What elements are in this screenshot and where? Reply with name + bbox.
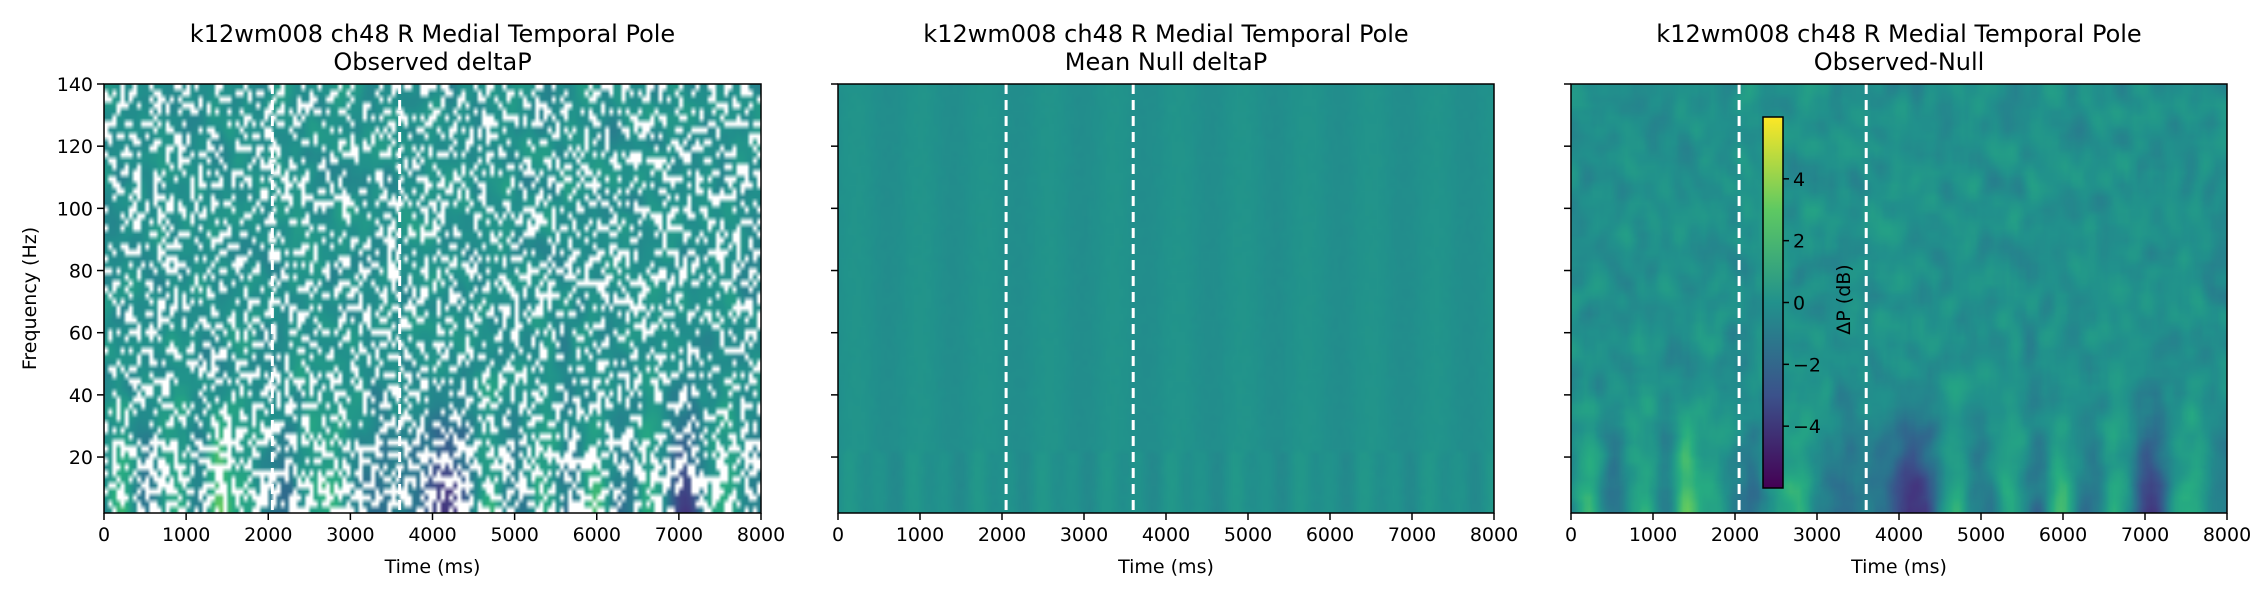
x-tick-label: 6000 (1306, 524, 1354, 546)
x-tick-label: 3000 (326, 524, 374, 546)
y-tick-label: 40 (69, 385, 93, 407)
y-tick-label: 100 (57, 198, 93, 220)
x-tick-label: 8000 (2203, 524, 2250, 546)
colorbar: 4 2 0 −2 −4 ΔP (dB) (1762, 116, 1855, 489)
x-axis-label: Time (ms) (1117, 556, 1214, 578)
colorbar-tick-label: −4 (1793, 416, 1821, 438)
x-axis: 0 1000 2000 3000 4000 5000 6000 7000 8000 (832, 513, 1518, 546)
heatmap-image (1571, 84, 2227, 513)
colorbar-tick-label: 2 (1793, 231, 1805, 253)
panel-mean-null: k12wm008 ch48 R Medial Temporal Pole Mea… (831, 20, 1518, 578)
y-axis (1564, 83, 1571, 458)
x-tick-label: 8000 (1470, 524, 1518, 546)
x-tick-label: 1000 (1629, 524, 1677, 546)
panel-title-line2: Observed-Null (1814, 48, 1985, 76)
x-tick-label: 7000 (1388, 524, 1436, 546)
heatmap-image (838, 84, 1494, 513)
x-tick-label: 4000 (1875, 524, 1923, 546)
x-tick-label: 1000 (896, 524, 944, 546)
x-axis-label: Time (ms) (384, 556, 481, 578)
colorbar-gradient (1762, 116, 1784, 489)
panel-observed: k12wm008 ch48 R Medial Temporal Pole Obs… (19, 20, 785, 578)
colorbar-tick-label: 4 (1793, 169, 1805, 191)
x-tick-label: 7000 (655, 524, 703, 546)
y-tick-label: 140 (57, 74, 93, 96)
event-lines (1737, 84, 1868, 513)
panel-title-line1: k12wm008 ch48 R Medial Temporal Pole (1656, 20, 2141, 48)
x-axis: 0 1000 2000 3000 4000 5000 6000 7000 8000 (1565, 513, 2250, 546)
panel-title-line2: Mean Null deltaP (1065, 48, 1267, 76)
y-tick-label: 20 (69, 447, 93, 469)
x-tick-label: 7000 (2121, 524, 2169, 546)
y-axis-label: Frequency (Hz) (19, 227, 41, 370)
x-tick-label: 5000 (490, 524, 538, 546)
y-tick-label: 80 (69, 261, 93, 283)
x-tick-label: 8000 (737, 524, 785, 546)
x-tick-label: 3000 (1060, 524, 1108, 546)
heatmap-image (104, 84, 761, 513)
x-tick-label: 2000 (1711, 524, 1759, 546)
x-tick-label: 6000 (573, 524, 621, 546)
y-axis (831, 83, 838, 458)
x-tick-label: 4000 (1142, 524, 1190, 546)
x-tick-label: 0 (1565, 524, 1577, 546)
panel-title-line1: k12wm008 ch48 R Medial Temporal Pole (190, 20, 675, 48)
colorbar-tick-label: 0 (1793, 293, 1805, 315)
panel-observed-minus-null: k12wm008 ch48 R Medial Temporal Pole Obs… (1564, 20, 2250, 578)
x-axis-label: Time (ms) (1850, 556, 1947, 578)
x-tick-label: 1000 (162, 524, 210, 546)
x-tick-label: 6000 (2039, 524, 2087, 546)
x-tick-label: 5000 (1957, 524, 2005, 546)
x-tick-label: 0 (832, 524, 844, 546)
colorbar-ticks: 4 2 0 −2 −4 (1783, 169, 1821, 438)
event-lines (270, 84, 402, 513)
panel-title-line1: k12wm008 ch48 R Medial Temporal Pole (923, 20, 1408, 48)
x-tick-label: 0 (98, 524, 110, 546)
x-tick-label: 4000 (408, 524, 456, 546)
y-tick-label: 60 (69, 323, 93, 345)
panel-title-line2: Observed deltaP (333, 48, 531, 76)
y-tick-label: 120 (57, 136, 93, 158)
x-tick-label: 5000 (1224, 524, 1272, 546)
x-tick-label: 2000 (978, 524, 1026, 546)
colorbar-label: ΔP (dB) (1833, 264, 1855, 334)
x-tick-label: 2000 (244, 524, 292, 546)
x-axis: 0 1000 2000 3000 4000 5000 6000 7000 8000 (98, 513, 785, 546)
event-lines (1004, 84, 1135, 513)
y-axis: 20 40 60 80 100 120 140 (57, 74, 104, 469)
colorbar-tick-label: −2 (1793, 354, 1821, 376)
x-tick-label: 3000 (1793, 524, 1841, 546)
